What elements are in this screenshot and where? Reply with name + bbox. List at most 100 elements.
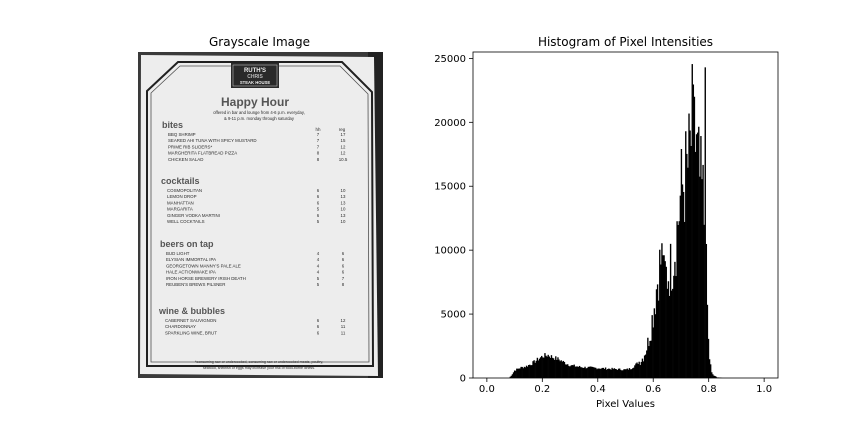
histogram-bar xyxy=(614,368,617,378)
histogram-bar xyxy=(665,266,667,378)
histogram-bar xyxy=(701,179,703,378)
menu-item-hh: 6 xyxy=(317,200,320,205)
histogram-bar xyxy=(565,364,568,378)
histogram-bar xyxy=(586,368,588,378)
histogram-bar xyxy=(590,366,593,378)
histogram-bar xyxy=(596,369,598,378)
histogram-bar xyxy=(662,255,664,378)
histogram-bar xyxy=(692,84,695,378)
histogram-bar xyxy=(535,360,537,378)
histogram-bar xyxy=(548,356,550,378)
y-tick-label: 5000 xyxy=(441,310,466,321)
histogram-bar xyxy=(668,295,671,378)
menu-item-name: COSMOPOLITAN xyxy=(167,188,202,193)
menu-item-reg: 8 xyxy=(342,282,345,287)
histogram-bar xyxy=(599,368,601,378)
menu-item-hh: 5 xyxy=(317,219,320,224)
y-tick-label: 15000 xyxy=(434,182,466,193)
histogram-bar xyxy=(598,368,600,378)
histogram-bars xyxy=(508,64,724,379)
histogram-bar xyxy=(682,191,685,378)
histogram-bar xyxy=(628,368,631,378)
menu-section-title: cocktails xyxy=(161,176,200,186)
histogram-bar xyxy=(539,357,542,378)
histogram-bar xyxy=(646,350,648,378)
x-tick-label: 0.6 xyxy=(645,384,661,395)
menu-item-hh: 8 xyxy=(317,157,320,162)
histogram-bar xyxy=(621,370,623,378)
histogram-bar xyxy=(611,367,613,378)
menu-heading: Happy Hour xyxy=(221,95,289,109)
histogram-bar xyxy=(538,358,541,378)
histogram-bar xyxy=(528,364,530,378)
histogram-bar xyxy=(589,366,592,378)
x-tick-label: 0.4 xyxy=(590,384,606,395)
logo-line3: STEAK HOUSE xyxy=(240,80,270,85)
histogram-bar xyxy=(552,358,555,378)
menu-item-reg: 11 xyxy=(341,330,346,335)
histogram-bar xyxy=(674,261,676,378)
menu-item-hh: 4 xyxy=(317,257,320,262)
histogram-bar xyxy=(595,367,597,378)
menu-item-name: BUD LIGHT xyxy=(166,251,190,256)
histogram-bar xyxy=(588,366,591,378)
menu-item-reg: 10 xyxy=(341,219,346,224)
menu-item-reg: 7 xyxy=(342,276,345,281)
histogram-bar xyxy=(536,357,539,378)
histogram-bar xyxy=(709,364,712,378)
menu-item-hh: 4 xyxy=(317,251,320,256)
menu-item-name: GEORGETOWN MANNY'S PALE ALE xyxy=(166,263,241,268)
menu-item-name: MANHATTAN xyxy=(167,200,194,205)
menu-item-reg: 12 xyxy=(341,151,346,156)
histogram-bar xyxy=(580,367,582,378)
histogram-bar xyxy=(669,243,672,378)
histogram-bar xyxy=(531,365,533,378)
histogram-bar xyxy=(563,361,566,378)
histogram-bar xyxy=(688,113,690,378)
histogram-bar xyxy=(686,153,688,378)
histogram-bar xyxy=(694,151,697,378)
histogram-bar xyxy=(703,224,705,378)
histogram-bar xyxy=(683,221,686,378)
histogram-bar xyxy=(641,358,644,378)
histogram-bar xyxy=(661,243,663,378)
histogram-bar xyxy=(547,354,549,378)
menu-item-name: MARGARITA xyxy=(167,207,193,212)
histogram-bar xyxy=(533,360,535,378)
histogram-bar xyxy=(570,365,572,378)
histogram-bar xyxy=(601,367,604,378)
menu-item-name: PRIME RIB SLIDERS* xyxy=(168,144,212,149)
menu-item-name: CHICKEN SALAD xyxy=(168,157,203,162)
menu-item-hh: 6 xyxy=(317,330,320,335)
histogram-bar xyxy=(578,365,581,378)
histogram-bar xyxy=(656,284,659,378)
histogram-bar xyxy=(518,368,520,378)
histogram-bar xyxy=(511,374,514,378)
menu-item-name: CABERNET SAUVIGNON xyxy=(165,318,216,323)
histogram-bar xyxy=(690,145,692,378)
menu-section-title: beers on tap xyxy=(160,239,214,249)
menu-item-hh: 7 xyxy=(317,138,320,143)
histogram-bar xyxy=(678,221,680,378)
histogram-bar xyxy=(708,359,711,378)
menu-item-hh: 6 xyxy=(317,194,320,199)
histogram-bar xyxy=(516,368,518,378)
menu-col-reg: reg xyxy=(339,127,346,132)
menu-item-name: BBQ SHRIMP xyxy=(168,132,196,137)
histogram-bar xyxy=(615,369,618,378)
y-tick-label: 25000 xyxy=(434,54,466,65)
histogram-bar xyxy=(699,176,701,378)
histogram-bar xyxy=(555,356,557,378)
menu-item-hh: 4 xyxy=(317,263,320,268)
histogram-bar xyxy=(630,369,633,378)
histogram-bar xyxy=(644,354,647,378)
menu-inner-border xyxy=(150,65,370,363)
histogram-bar xyxy=(585,368,587,378)
histogram-bar xyxy=(521,366,523,378)
menu-card xyxy=(140,55,378,376)
menu-item-name: SEARED AHI TUNA WITH SPICY MUSTARD xyxy=(168,138,257,143)
plot-frame xyxy=(472,51,779,379)
menu-section-title: wine & bubbles xyxy=(158,306,225,316)
histogram-bar xyxy=(549,357,552,378)
histogram-bar xyxy=(567,364,569,378)
